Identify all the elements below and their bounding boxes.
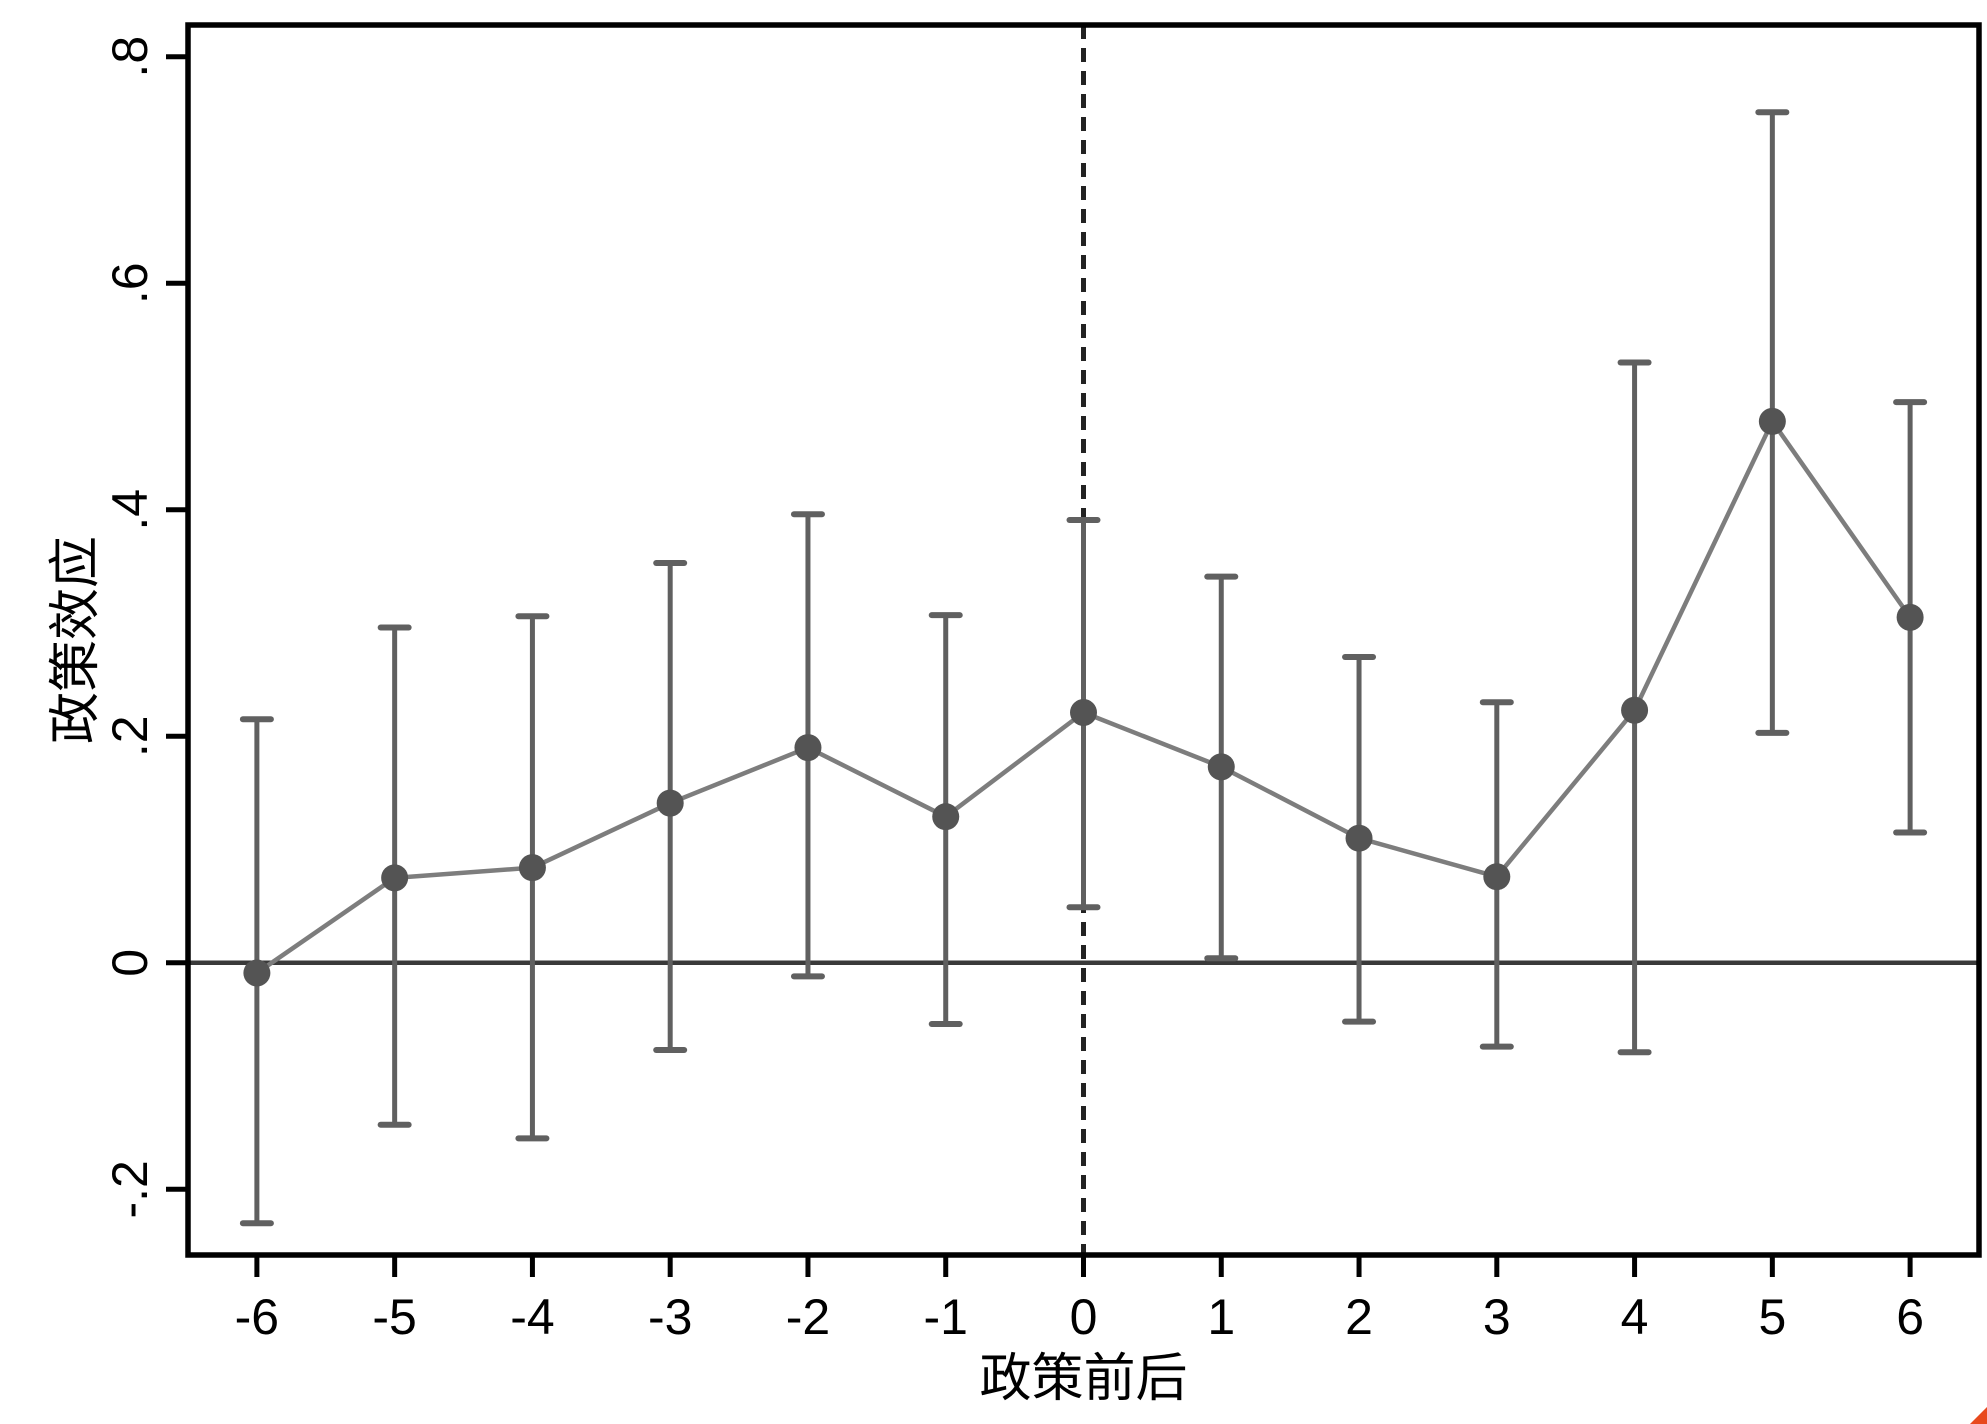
x-tick-label: 6 (1896, 1289, 1924, 1345)
point-marker (243, 959, 271, 987)
y-tick-label: -.2 (102, 1160, 158, 1218)
y-tick-label: .4 (102, 489, 158, 531)
x-tick-label: -5 (372, 1289, 416, 1345)
x-tick-label: -1 (923, 1289, 967, 1345)
corner-artifact (1970, 1407, 1987, 1424)
x-tick-label: 2 (1345, 1289, 1373, 1345)
point-marker (932, 803, 960, 831)
point-marker (1207, 753, 1235, 781)
y-tick-label: .6 (102, 262, 158, 304)
point-marker (518, 854, 546, 882)
point-marker (1483, 863, 1511, 891)
x-tick-label: 5 (1758, 1289, 1786, 1345)
x-tick-label: -6 (235, 1289, 279, 1345)
x-tick-label: -4 (510, 1289, 554, 1345)
y-tick-label: .8 (102, 36, 158, 78)
point-marker (1070, 698, 1097, 726)
x-axis-title: 政策前后 (979, 1350, 1187, 1408)
y-tick-label: .2 (102, 715, 158, 757)
x-tick-label: -2 (786, 1289, 830, 1345)
point-marker (1896, 603, 1924, 631)
y-axis-title: 政策效应 (47, 536, 105, 744)
x-tick-label: -3 (648, 1289, 692, 1345)
point-marker (1758, 407, 1786, 435)
x-tick-label: 4 (1621, 1289, 1649, 1345)
point-marker (381, 864, 409, 892)
point-marker (1345, 824, 1373, 852)
point-marker (794, 734, 822, 762)
y-tick-label: 0 (102, 949, 158, 977)
x-tick-label: 0 (1070, 1289, 1098, 1345)
x-tick-label: 1 (1207, 1289, 1235, 1345)
point-marker (656, 789, 684, 817)
point-marker (1621, 696, 1649, 724)
x-tick-label: 3 (1483, 1289, 1511, 1345)
